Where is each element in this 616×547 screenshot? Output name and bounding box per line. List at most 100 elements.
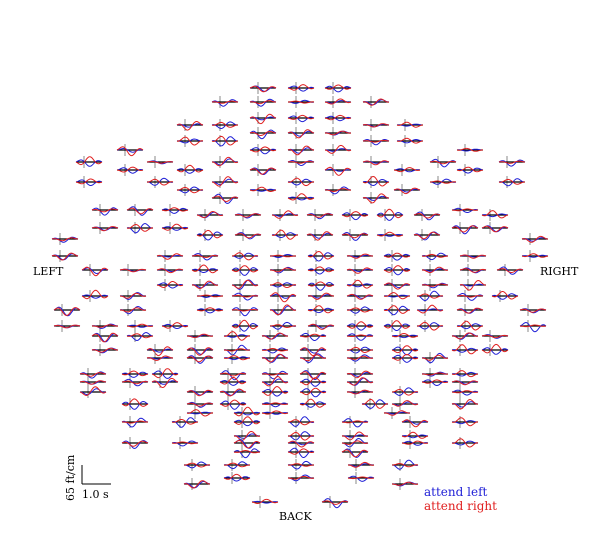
sensor-trace bbox=[383, 250, 411, 262]
trace-attend-right bbox=[519, 324, 547, 328]
trace-attend-right bbox=[233, 430, 261, 441]
sensor-trace bbox=[321, 496, 349, 509]
trace-attend-right bbox=[249, 130, 277, 137]
sensor-trace bbox=[299, 386, 327, 398]
trace-attend-right bbox=[171, 441, 199, 445]
sensor-trace bbox=[234, 209, 262, 221]
trace-attend-right bbox=[223, 473, 251, 481]
sensor-trace bbox=[261, 344, 289, 356]
trace-attend-right bbox=[324, 130, 352, 136]
trace-attend-right bbox=[196, 294, 223, 298]
sensor-trace bbox=[183, 478, 211, 490]
trace-attend-left bbox=[261, 353, 289, 363]
trace-attend-left bbox=[346, 346, 374, 354]
trace-attend-left bbox=[383, 323, 411, 331]
sensor-trace bbox=[324, 144, 352, 156]
sensor-trace bbox=[498, 176, 525, 188]
sensor-trace bbox=[496, 264, 524, 276]
sensor-trace bbox=[51, 233, 79, 245]
trace-attend-right bbox=[451, 438, 479, 448]
trace-attend-left bbox=[211, 121, 238, 130]
trace-attend-left bbox=[288, 416, 315, 427]
trace-attend-right bbox=[396, 137, 423, 144]
sensor-trace bbox=[383, 279, 411, 291]
trace-attend-right bbox=[91, 332, 119, 343]
sensor-trace bbox=[307, 320, 335, 332]
trace-attend-right bbox=[383, 282, 411, 290]
sensor-trace bbox=[401, 416, 429, 428]
trace-attend-right bbox=[196, 307, 224, 312]
trace-attend-right bbox=[346, 346, 374, 354]
trace-attend-left bbox=[299, 378, 327, 387]
sensor-trace bbox=[287, 112, 315, 124]
sensor-trace bbox=[521, 233, 549, 245]
trace-attend-right bbox=[287, 463, 314, 467]
sensor-trace bbox=[376, 208, 404, 221]
sensor-trace bbox=[287, 156, 315, 168]
trace-attend-right bbox=[211, 195, 239, 203]
trace-attend-left bbox=[456, 323, 483, 330]
right-label: RIGHT bbox=[540, 265, 579, 278]
trace-attend-right bbox=[79, 380, 107, 385]
sensor-trace bbox=[186, 352, 214, 364]
trace-attend-right bbox=[119, 268, 147, 273]
trace-attend-right bbox=[287, 84, 315, 91]
sensor-trace bbox=[119, 290, 147, 302]
sensor-trace bbox=[121, 376, 149, 388]
trace-attend-right bbox=[392, 481, 419, 486]
sensor-trace bbox=[392, 386, 419, 398]
trace-attend-left bbox=[249, 147, 277, 155]
sensor-trace bbox=[288, 96, 315, 108]
trace-attend-right bbox=[287, 160, 315, 164]
trace-attend-left bbox=[269, 321, 297, 330]
trace-attend-right bbox=[456, 166, 484, 173]
trace-attend-left bbox=[186, 411, 213, 415]
trace-attend-left bbox=[416, 290, 444, 302]
trace-attend-right bbox=[341, 440, 369, 445]
trace-attend-left bbox=[430, 178, 457, 185]
sensor-trace bbox=[79, 368, 107, 380]
trace-attend-left bbox=[416, 322, 444, 330]
sensor-trace bbox=[346, 386, 374, 398]
sensor-trace bbox=[146, 344, 174, 357]
trace-attend-right bbox=[519, 308, 547, 313]
sensor-trace bbox=[219, 368, 247, 381]
sensor-trace bbox=[347, 459, 375, 471]
trace-attend-right bbox=[261, 402, 289, 405]
trace-attend-right bbox=[196, 210, 224, 219]
sensor-trace bbox=[53, 304, 81, 317]
trace-attend-right bbox=[121, 440, 149, 447]
trace-attend-right bbox=[211, 121, 238, 128]
trace-attend-left bbox=[249, 188, 277, 192]
sensor-trace bbox=[451, 398, 479, 410]
trace-attend-right bbox=[183, 480, 210, 489]
trace-attend-left bbox=[121, 400, 149, 410]
sensor-trace bbox=[287, 144, 315, 156]
sensor-trace bbox=[211, 156, 239, 168]
trace-attend-right bbox=[521, 235, 548, 243]
sensor-trace bbox=[233, 406, 261, 419]
sensor-trace bbox=[307, 264, 335, 276]
sensor-trace bbox=[341, 209, 369, 221]
trace-attend-right bbox=[219, 372, 247, 377]
sensor-trace bbox=[341, 437, 369, 449]
sensor-trace bbox=[91, 344, 119, 356]
trace-attend-right bbox=[287, 431, 315, 441]
sensor-trace bbox=[186, 344, 214, 356]
sensor-trace bbox=[119, 264, 147, 276]
trace-attend-right bbox=[421, 379, 449, 384]
trace-attend-right bbox=[249, 113, 277, 125]
trace-attend-left bbox=[287, 178, 315, 186]
sensor-trace bbox=[261, 385, 289, 398]
trace-attend-right bbox=[261, 332, 289, 340]
sensor-trace bbox=[146, 156, 174, 168]
sensor-trace bbox=[75, 156, 103, 168]
sensor-trace bbox=[362, 96, 390, 108]
trace-attend-right bbox=[231, 279, 259, 289]
trace-attend-right bbox=[347, 355, 374, 360]
sensor-trace bbox=[346, 376, 374, 388]
trace-attend-right bbox=[430, 180, 457, 184]
sensor-trace bbox=[391, 344, 419, 356]
trace-attend-right bbox=[459, 279, 487, 291]
sensor-trace bbox=[451, 368, 479, 380]
